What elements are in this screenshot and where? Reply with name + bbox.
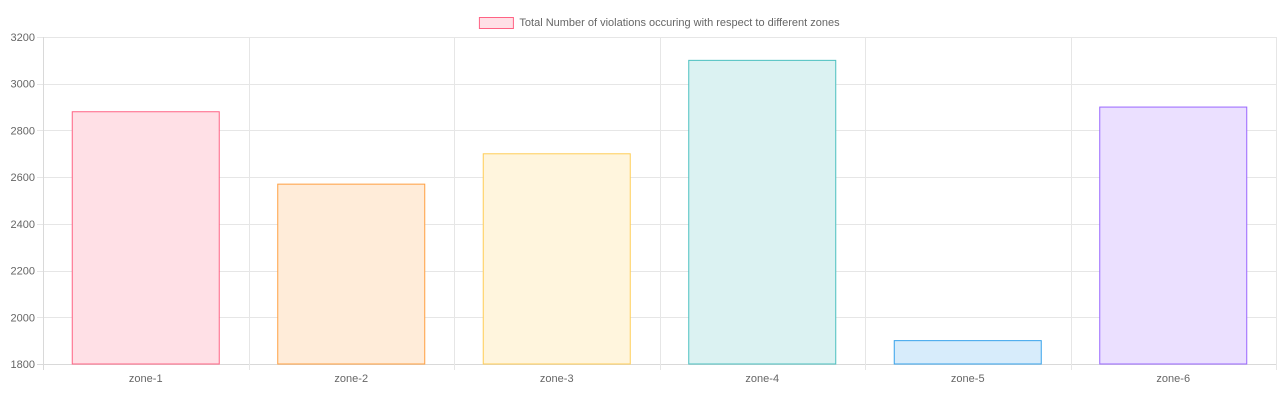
bar-zone-4[interactable]	[688, 59, 837, 365]
x-tick-label: zone-4	[745, 373, 779, 385]
y-tick-label: 2600	[11, 172, 35, 184]
bar-zone-3[interactable]	[482, 153, 631, 365]
x-tick-label: zone-6	[1156, 373, 1190, 385]
y-tick-label: 2400	[11, 219, 35, 231]
y-tick-label: 3200	[11, 32, 35, 44]
legend-label: Total Number of violations occuring with…	[519, 17, 840, 29]
legend-swatch	[478, 17, 514, 29]
bar-zone-1[interactable]	[71, 111, 220, 365]
bars	[71, 59, 1248, 365]
x-tick-label: zone-3	[540, 373, 574, 385]
legend[interactable]: Total Number of violations occuring with…	[478, 17, 840, 29]
x-tick-label: zone-1	[129, 373, 163, 385]
x-axis-ticks: zone-1 zone-2 zone-3 zone-4 zone-5 zone-6	[129, 373, 1190, 385]
bar-zone-5[interactable]	[893, 340, 1042, 365]
y-tick-label: 2000	[11, 312, 35, 324]
x-tick-label: zone-5	[951, 373, 985, 385]
x-tick-label: zone-2	[334, 373, 368, 385]
bar-zone-6[interactable]	[1099, 106, 1248, 365]
grid	[37, 37, 1277, 370]
y-tick-label: 3000	[11, 79, 35, 91]
y-axis-ticks: 1800 2000 2200 2400 2600 2800 3000 3200	[11, 32, 35, 371]
y-tick-label: 2200	[11, 266, 35, 278]
y-tick-label: 2800	[11, 125, 35, 137]
y-tick-label: 1800	[11, 359, 35, 371]
bar-zone-2[interactable]	[277, 183, 426, 365]
